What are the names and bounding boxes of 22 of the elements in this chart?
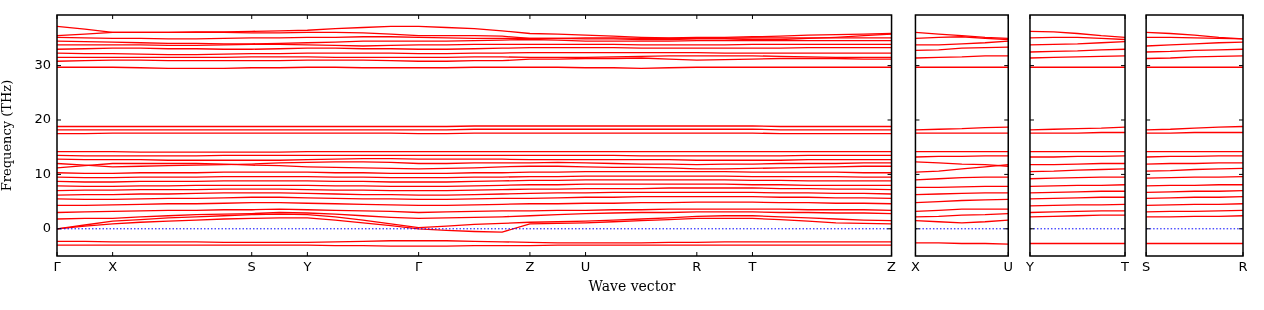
x-tick-label: Z [887, 259, 897, 275]
x-tick-label: R [1238, 259, 1248, 275]
y-tick-label: 30 [34, 56, 51, 72]
y-tick-label: 20 [34, 111, 51, 127]
x-tick-label: Y [1024, 259, 1034, 275]
x-axis-title: Wave vector [587, 278, 677, 294]
x-tick-label: Γ [53, 259, 62, 275]
x-tick-label: T [1120, 259, 1130, 275]
x-tick-label: T [747, 259, 757, 275]
y-axis-title: Frequency (THz) [0, 79, 15, 192]
x-tick-label: S [247, 259, 256, 275]
y-tick-label: 10 [34, 165, 51, 181]
x-tick-label: X [911, 259, 920, 275]
x-tick-label: Y [302, 259, 312, 275]
x-tick-label: U [580, 259, 591, 275]
x-tick-label: U [1003, 259, 1013, 275]
x-tick-label: R [692, 259, 702, 275]
x-tick-label: Γ [415, 259, 424, 275]
y-tick-label: 0 [42, 220, 51, 236]
x-tick-label: X [108, 259, 118, 275]
x-tick-label: S [1141, 259, 1151, 275]
x-tick-label: Z [525, 259, 535, 275]
